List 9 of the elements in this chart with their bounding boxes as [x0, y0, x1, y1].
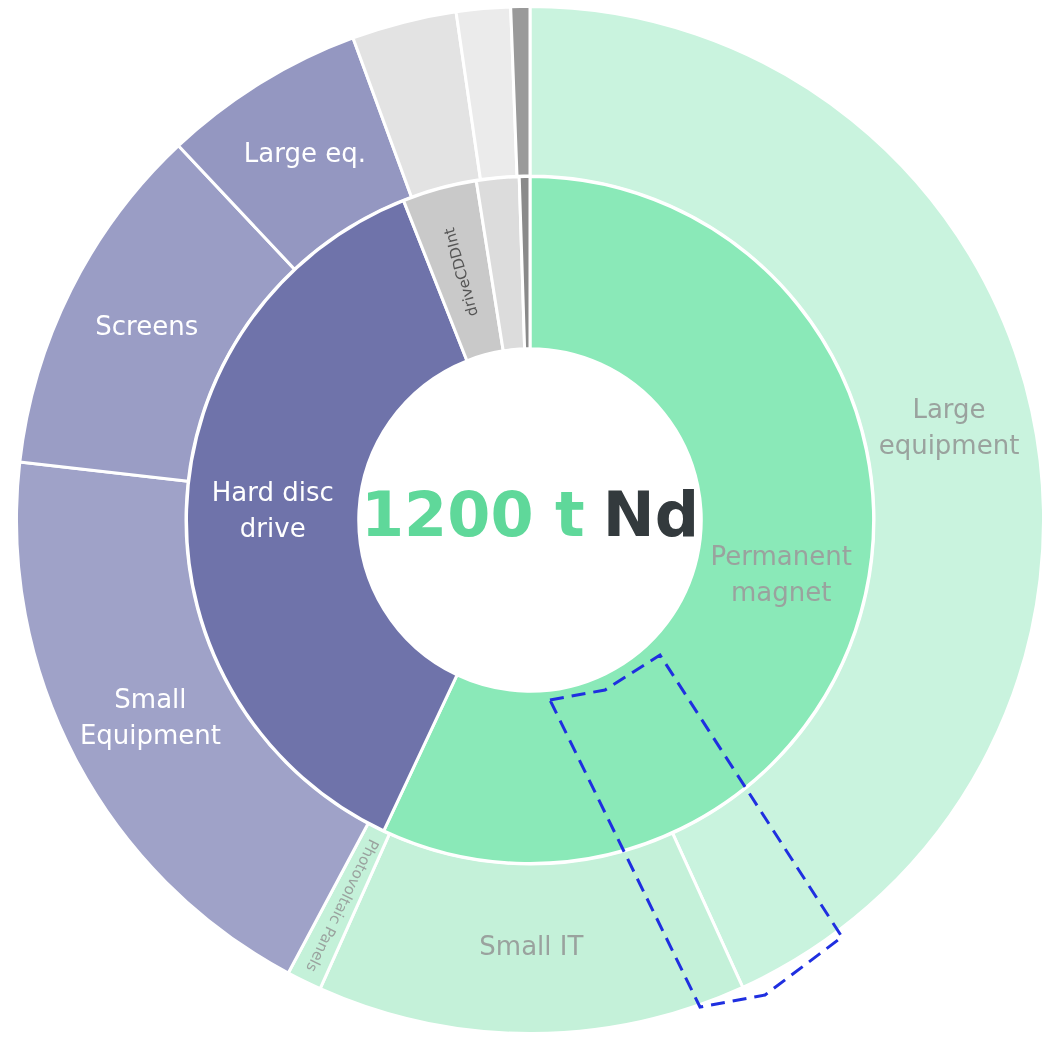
slice-label: Screens [95, 310, 199, 341]
slice-label: Small IT [479, 931, 584, 962]
slice-label: Large eq. [243, 137, 366, 168]
slice-label: Permanent magnet [710, 540, 852, 607]
text: 1200 t [360, 478, 585, 552]
slice-label: Hard disc drive [211, 476, 334, 543]
text: Nd [602, 478, 700, 552]
slice-label: Large equipment [878, 393, 1020, 460]
slice-label: Small Equipment [79, 684, 222, 751]
